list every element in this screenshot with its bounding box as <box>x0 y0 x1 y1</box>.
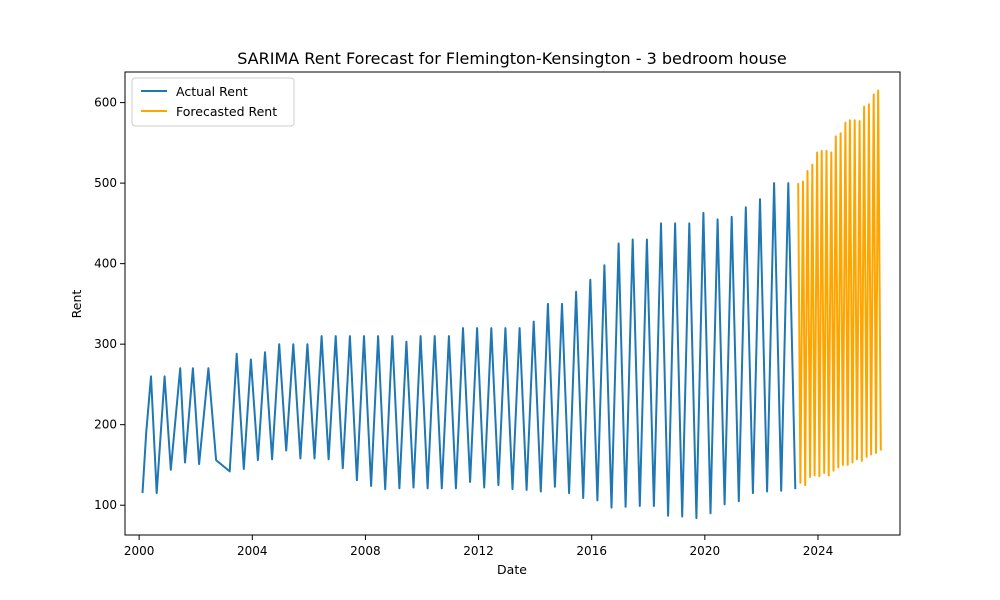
x-axis-label: Date <box>497 562 527 577</box>
y-axis: 100 200 300 400 500 600 <box>94 96 125 512</box>
y-tick-label: 400 <box>94 257 117 271</box>
y-tick-label: 100 <box>94 498 117 512</box>
x-tick-label: 2020 <box>690 544 721 558</box>
legend-box <box>131 77 295 127</box>
series-line-actual-rent <box>141 182 797 520</box>
legend-label-actual-rent: Actual Rent <box>176 84 248 99</box>
x-tick-label: 2016 <box>576 544 607 558</box>
x-tick-label: 2008 <box>350 544 381 558</box>
legend-label-forecasted-rent: Forecasted Rent <box>176 104 277 119</box>
y-tick-label: 600 <box>94 96 117 110</box>
y-tick-label: 500 <box>94 176 117 190</box>
y-tick-label: 300 <box>94 337 117 351</box>
y-axis-label: Rent <box>69 290 84 319</box>
series-line-forecasted-rent <box>797 89 882 487</box>
y-tick-label: 200 <box>94 418 117 432</box>
x-tick-label: 2024 <box>803 544 834 558</box>
x-axis: 2000 2004 2008 2012 2016 2020 2024 <box>124 535 833 558</box>
x-tick-label: 2004 <box>237 544 268 558</box>
plot-series <box>141 89 882 520</box>
plot-area-frame <box>124 71 901 536</box>
x-tick-label: 2012 <box>463 544 494 558</box>
legend: Actual Rent Forecasted Rent <box>131 77 295 127</box>
chart-title: SARIMA Rent Forecast for Flemington-Kens… <box>237 49 787 68</box>
x-tick-label: 2000 <box>124 544 155 558</box>
